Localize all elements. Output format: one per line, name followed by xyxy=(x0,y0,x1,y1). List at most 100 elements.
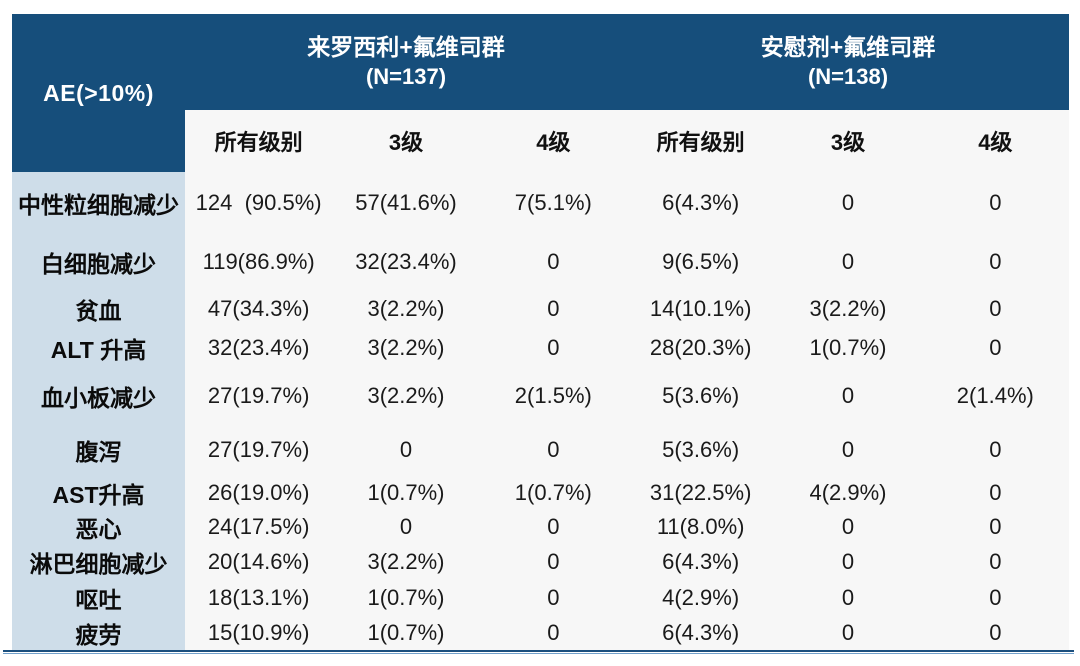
table-cell: 0 xyxy=(774,368,922,424)
subheader-all-grades-1: 所有级别 xyxy=(185,110,333,172)
ae-row-label: 呕吐 xyxy=(12,580,185,615)
ae-row-label: 恶心 xyxy=(12,510,185,544)
table-cell: 0 xyxy=(479,615,627,650)
ae-row-label: AST升高 xyxy=(12,476,185,510)
table-body: 中性粒细胞减少 124 (90.5%) 57(41.6%) 7(5.1%) 6(… xyxy=(12,172,1069,650)
table-cell: 32(23.4%) xyxy=(185,328,333,368)
corner-header-cell: AE(>10%) xyxy=(12,14,185,172)
table-cell: 1(0.7%) xyxy=(332,580,480,615)
table-cell: 24(17.5%) xyxy=(185,510,333,544)
treatment-group-header-placebo: 安慰剂+氟维司群 (N=138) xyxy=(626,14,1069,110)
table-row: 呕吐 18(13.1%) 1(0.7%) 0 4(2.9%) 0 0 xyxy=(12,580,1069,615)
ae-row-label: ALT 升高 xyxy=(12,328,185,368)
table-cell: 6(4.3%) xyxy=(626,172,775,234)
table-cell: 9(6.5%) xyxy=(626,234,775,290)
table-header: AE(>10%) 来罗西利+氟维司群 (N=137) 安慰剂+氟维司群 (N=1… xyxy=(12,14,1069,172)
table-row: 白细胞减少 119(86.9%) 32(23.4%) 0 9(6.5%) 0 0 xyxy=(12,234,1069,290)
table-row: AST升高 26(19.0%) 1(0.7%) 1(0.7%) 31(22.5%… xyxy=(12,476,1069,510)
table-cell: 3(2.2%) xyxy=(332,328,480,368)
ae-row-label: 中性粒细胞减少 xyxy=(12,172,185,234)
subheader-grade4-1: 4级 xyxy=(479,110,627,172)
table-cell: 2(1.5%) xyxy=(479,368,627,424)
ae-row-label: 腹泻 xyxy=(12,424,185,476)
table-cell: 3(2.2%) xyxy=(332,368,480,424)
table-cell: 32(23.4%) xyxy=(332,234,480,290)
table-cell: 0 xyxy=(479,580,627,615)
table-cell: 26(19.0%) xyxy=(185,476,333,510)
group-n-count: (N=137) xyxy=(365,63,447,89)
table-cell: 1(0.7%) xyxy=(332,476,480,510)
table-cell: 20(14.6%) xyxy=(185,544,333,580)
table-row: 贫血 47(34.3%) 3(2.2%) 0 14(10.1%) 3(2.2%)… xyxy=(12,290,1069,328)
group-title: 安慰剂+氟维司群 xyxy=(760,33,936,60)
table-cell: 0 xyxy=(332,510,480,544)
table-cell: 0 xyxy=(774,510,922,544)
table-cell: 7(5.1%) xyxy=(479,172,627,234)
table-cell: 5(3.6%) xyxy=(626,368,775,424)
ae-row-label: 白细胞减少 xyxy=(12,234,185,290)
group-n-count: (N=138) xyxy=(807,63,889,89)
subheader-grade3-2: 3级 xyxy=(774,110,922,172)
table-cell: 0 xyxy=(774,544,922,580)
table-cell: 4(2.9%) xyxy=(774,476,922,510)
table-row: 疲劳 15(10.9%) 1(0.7%) 0 6(4.3%) 0 0 xyxy=(12,615,1069,650)
table-cell: 0 xyxy=(921,328,1069,368)
ae-row-label: 淋巴细胞减少 xyxy=(12,544,185,580)
table-cell: 0 xyxy=(921,290,1069,328)
group-title: 来罗西利+氟维司群 xyxy=(307,33,505,60)
table-row: 淋巴细胞减少 20(14.6%) 3(2.2%) 0 6(4.3%) 0 0 xyxy=(12,544,1069,580)
table-cell: 0 xyxy=(774,580,922,615)
table-cell: 28(20.3%) xyxy=(626,328,775,368)
table-cell: 0 xyxy=(479,424,627,476)
table-row: 血小板减少 27(19.7%) 3(2.2%) 2(1.5%) 5(3.6%) … xyxy=(12,368,1069,424)
table-row: 中性粒细胞减少 124 (90.5%) 57(41.6%) 7(5.1%) 6(… xyxy=(12,172,1069,234)
table-cell: 0 xyxy=(921,476,1069,510)
table-cell: 2(1.4%) xyxy=(921,368,1069,424)
table-cell: 0 xyxy=(774,424,922,476)
table-cell: 3(2.2%) xyxy=(332,544,480,580)
table-cell: 1(0.7%) xyxy=(479,476,627,510)
table-cell: 1(0.7%) xyxy=(332,615,480,650)
table-cell: 0 xyxy=(479,328,627,368)
subheader-grade3-1: 3级 xyxy=(332,110,480,172)
table-cell: 4(2.9%) xyxy=(626,580,775,615)
table-cell: 0 xyxy=(479,290,627,328)
table-cell: 6(4.3%) xyxy=(626,615,775,650)
table-cell: 0 xyxy=(774,615,922,650)
table-cell: 0 xyxy=(479,510,627,544)
treatment-group-header-letrocil: 来罗西利+氟维司群 (N=137) xyxy=(185,14,627,110)
table-cell: 0 xyxy=(921,580,1069,615)
table-cell: 15(10.9%) xyxy=(185,615,333,650)
table-cell: 0 xyxy=(921,172,1069,234)
table-cell: 0 xyxy=(479,544,627,580)
ae-row-label: 疲劳 xyxy=(12,615,185,650)
table-row: ALT 升高 32(23.4%) 3(2.2%) 0 28(20.3%) 1(0… xyxy=(12,328,1069,368)
table-cell: 119(86.9%) xyxy=(185,234,333,290)
table-cell: 47(34.3%) xyxy=(185,290,333,328)
subheader-grade4-2: 4级 xyxy=(921,110,1069,172)
table-cell: 0 xyxy=(332,424,480,476)
adverse-events-table: AE(>10%) 来罗西利+氟维司群 (N=137) 安慰剂+氟维司群 (N=1… xyxy=(3,14,1074,654)
ae-row-label: 贫血 xyxy=(12,290,185,328)
table-cell: 0 xyxy=(921,615,1069,650)
table-cell: 0 xyxy=(774,172,922,234)
table-bottom-border xyxy=(3,650,1074,654)
table-cell: 3(2.2%) xyxy=(332,290,480,328)
ae-row-label: 血小板减少 xyxy=(12,368,185,424)
table-cell: 0 xyxy=(921,234,1069,290)
table-cell: 27(19.7%) xyxy=(185,368,333,424)
table-cell: 57(41.6%) xyxy=(332,172,480,234)
table-cell: 0 xyxy=(921,544,1069,580)
table-cell: 5(3.6%) xyxy=(626,424,775,476)
table-cell: 31(22.5%) xyxy=(626,476,775,510)
subheader-all-grades-2: 所有级别 xyxy=(626,110,775,172)
table-cell: 14(10.1%) xyxy=(626,290,775,328)
table-cell: 18(13.1%) xyxy=(185,580,333,615)
table-cell: 6(4.3%) xyxy=(626,544,775,580)
table-cell: 124 (90.5%) xyxy=(185,172,333,234)
table-cell: 1(0.7%) xyxy=(774,328,922,368)
table-row: 腹泻 27(19.7%) 0 0 5(3.6%) 0 0 xyxy=(12,424,1069,476)
table-cell: 0 xyxy=(774,234,922,290)
table-cell: 0 xyxy=(921,510,1069,544)
